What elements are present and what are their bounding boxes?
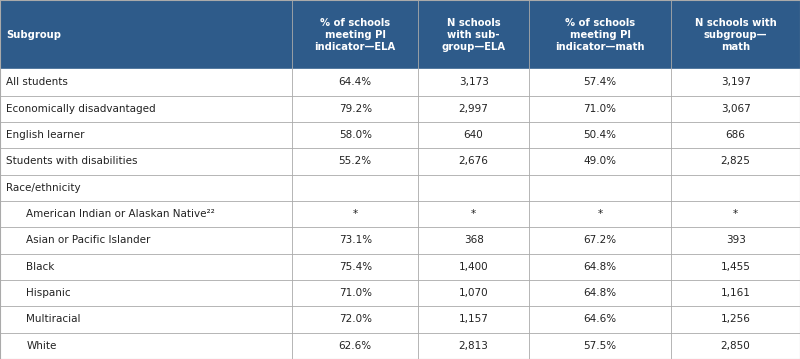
Text: Economically disadvantaged: Economically disadvantaged <box>6 104 156 114</box>
Text: 67.2%: 67.2% <box>583 236 617 246</box>
Text: 3,173: 3,173 <box>458 78 489 88</box>
Text: N schools
with sub-
group—ELA: N schools with sub- group—ELA <box>442 18 506 52</box>
Text: American Indian or Alaskan Native²²: American Indian or Alaskan Native²² <box>26 209 215 219</box>
Text: 57.4%: 57.4% <box>583 78 617 88</box>
Text: 62.6%: 62.6% <box>338 341 372 351</box>
Bar <box>0 280 800 306</box>
Text: Subgroup: Subgroup <box>6 30 62 39</box>
Text: 2,676: 2,676 <box>458 157 489 167</box>
Text: Multiracial: Multiracial <box>26 314 81 325</box>
Text: 640: 640 <box>464 130 483 140</box>
Text: 1,161: 1,161 <box>721 288 750 298</box>
Text: 1,256: 1,256 <box>721 314 750 325</box>
Text: English learner: English learner <box>6 130 85 140</box>
Bar <box>0 122 800 148</box>
Text: 73.1%: 73.1% <box>338 236 372 246</box>
Text: *: * <box>598 209 602 219</box>
Text: 64.4%: 64.4% <box>338 78 372 88</box>
Bar <box>0 174 800 201</box>
Text: 393: 393 <box>726 236 746 246</box>
Text: *: * <box>733 209 738 219</box>
Text: 1,455: 1,455 <box>721 262 750 272</box>
Text: 2,997: 2,997 <box>458 104 489 114</box>
Text: 1,070: 1,070 <box>458 288 489 298</box>
Text: 3,067: 3,067 <box>721 104 750 114</box>
Bar <box>0 333 800 359</box>
Text: 71.0%: 71.0% <box>338 288 372 298</box>
Text: Hispanic: Hispanic <box>26 288 71 298</box>
Text: 55.2%: 55.2% <box>338 157 372 167</box>
Text: Asian or Pacific Islander: Asian or Pacific Islander <box>26 236 150 246</box>
Text: White: White <box>26 341 57 351</box>
Bar <box>0 95 800 122</box>
Text: 79.2%: 79.2% <box>338 104 372 114</box>
Text: N schools with
subgroup—
math: N schools with subgroup— math <box>694 18 777 52</box>
Text: Race/ethnicity: Race/ethnicity <box>6 183 81 193</box>
Text: 1,400: 1,400 <box>458 262 489 272</box>
Text: 1,157: 1,157 <box>458 314 489 325</box>
Text: 72.0%: 72.0% <box>338 314 372 325</box>
Text: 75.4%: 75.4% <box>338 262 372 272</box>
Text: 58.0%: 58.0% <box>338 130 372 140</box>
Text: Black: Black <box>26 262 54 272</box>
Bar <box>0 0 800 69</box>
Text: 2,825: 2,825 <box>721 157 750 167</box>
Text: 64.6%: 64.6% <box>583 314 617 325</box>
Text: All students: All students <box>6 78 68 88</box>
Text: *: * <box>353 209 358 219</box>
Text: 57.5%: 57.5% <box>583 341 617 351</box>
Text: 50.4%: 50.4% <box>583 130 617 140</box>
Bar <box>0 227 800 254</box>
Bar <box>0 306 800 333</box>
Text: 3,197: 3,197 <box>721 78 750 88</box>
Text: 71.0%: 71.0% <box>583 104 617 114</box>
Text: 2,850: 2,850 <box>721 341 750 351</box>
Bar <box>0 254 800 280</box>
Text: 64.8%: 64.8% <box>583 288 617 298</box>
Text: 368: 368 <box>464 236 483 246</box>
Bar <box>0 201 800 227</box>
Text: % of schools
meeting PI
indicator—ELA: % of schools meeting PI indicator—ELA <box>314 18 396 52</box>
Bar <box>0 69 800 95</box>
Text: 49.0%: 49.0% <box>583 157 617 167</box>
Text: % of schools
meeting PI
indicator—math: % of schools meeting PI indicator—math <box>555 18 645 52</box>
Text: 2,813: 2,813 <box>458 341 489 351</box>
Text: Students with disabilities: Students with disabilities <box>6 157 138 167</box>
Text: *: * <box>471 209 476 219</box>
Bar <box>0 148 800 174</box>
Text: 686: 686 <box>726 130 746 140</box>
Text: 64.8%: 64.8% <box>583 262 617 272</box>
